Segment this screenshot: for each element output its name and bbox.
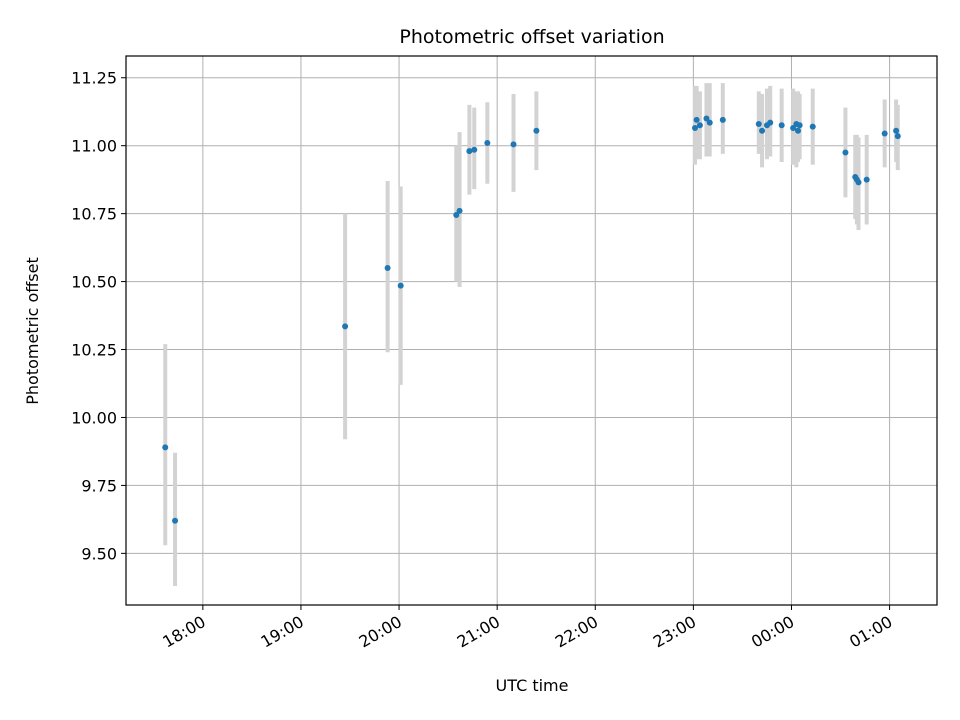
data-point xyxy=(510,141,517,148)
data-point xyxy=(693,116,700,123)
data-point xyxy=(471,146,478,153)
data-point xyxy=(342,323,349,330)
data-point xyxy=(809,123,816,130)
y-axis-label: Photometric offset xyxy=(23,257,42,405)
y-tick-label: 10.50 xyxy=(71,273,117,292)
grid xyxy=(126,56,937,605)
data-point xyxy=(703,115,710,122)
data-point xyxy=(759,127,766,134)
data-point xyxy=(767,119,774,126)
data-point xyxy=(696,122,703,129)
data-point xyxy=(706,119,713,126)
data-point xyxy=(484,139,491,146)
data-point xyxy=(453,211,460,218)
data-point xyxy=(397,282,404,289)
data-point xyxy=(755,120,762,127)
y-tick-label: 9.50 xyxy=(81,544,117,563)
data-point xyxy=(456,207,463,214)
data-point xyxy=(842,149,849,156)
y-tick-label: 10.75 xyxy=(71,205,117,224)
chart-title: Photometric offset variation xyxy=(399,26,664,48)
data-point xyxy=(172,517,179,524)
y-tick-label: 10.25 xyxy=(71,341,117,360)
data-point xyxy=(778,122,785,129)
x-axis-label: UTC time xyxy=(496,676,569,695)
y-tick-label: 9.75 xyxy=(81,476,117,495)
data-point xyxy=(790,125,797,132)
data-point xyxy=(863,176,870,183)
y-tick-label: 11.00 xyxy=(71,137,117,156)
plot-area-background xyxy=(126,56,937,605)
y-axis: 9.50 9.75 10.00 10.25 10.50 10.75 11.00 11.25 xyxy=(71,69,126,563)
data-point xyxy=(795,127,802,134)
data-point xyxy=(719,116,726,123)
y-tick-label: 11.25 xyxy=(71,69,117,88)
data-point xyxy=(894,133,901,140)
data-point xyxy=(466,148,473,155)
data-point xyxy=(893,127,900,134)
data-point xyxy=(162,444,169,451)
data-point xyxy=(855,179,862,186)
data-point xyxy=(692,125,699,132)
data-points xyxy=(162,115,901,524)
data-point xyxy=(533,127,540,134)
plot-area-frame xyxy=(125,55,938,606)
data-point xyxy=(796,122,803,129)
data-point xyxy=(881,130,888,137)
y-tick-label: 10.00 xyxy=(71,408,117,427)
data-point xyxy=(384,264,391,271)
